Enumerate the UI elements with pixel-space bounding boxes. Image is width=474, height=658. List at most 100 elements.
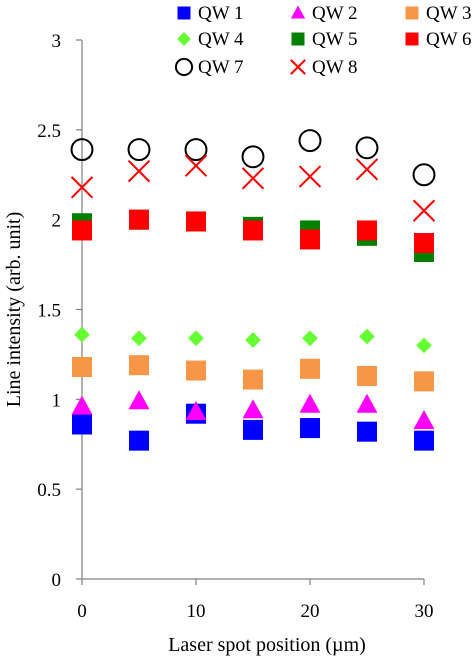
data-point: [185, 400, 207, 420]
data-point: [72, 414, 92, 435]
legend-marker: [174, 57, 194, 77]
tick-marks: [76, 39, 425, 585]
y-tick-label: 1: [52, 390, 62, 411]
legend-label: QW 5: [312, 29, 358, 50]
y-tick-label: 2: [52, 211, 62, 232]
data-point: [186, 360, 206, 381]
data-point: [243, 369, 263, 390]
x-marker-stroke: [412, 199, 436, 222]
x-axis-title: Laser spot position (µm): [168, 634, 366, 656]
data-point: [357, 421, 377, 442]
legend-item: QW 7: [174, 57, 244, 78]
legend-marker: [290, 59, 306, 75]
data-point: [416, 337, 432, 354]
legend-item: QW 6: [405, 29, 472, 50]
series-qw-4: [74, 326, 432, 354]
data-point: [188, 330, 204, 347]
legend-marker: [405, 32, 419, 46]
legend-label: QW 3: [426, 3, 472, 24]
data-point: [357, 220, 377, 241]
data-point: [70, 176, 94, 199]
data-point: [355, 136, 379, 160]
legend-item: QW 3: [405, 3, 472, 24]
legend-marker: [290, 5, 306, 19]
data-point: [186, 211, 206, 232]
legend: QW 1 QW 2 QW 3 QW 4 QW 5 QW 6 QW 7 QW 8: [174, 3, 472, 78]
data-points: [70, 129, 436, 451]
series-qw-3: [72, 355, 434, 392]
data-point: [70, 138, 94, 162]
data-point: [127, 138, 151, 162]
legend-marker: [291, 32, 305, 46]
y-tick-label: 3: [52, 31, 62, 52]
data-point: [355, 158, 379, 181]
legend-label: QW 8: [312, 57, 358, 78]
legend-label: QW 1: [198, 3, 244, 24]
data-point: [299, 393, 321, 413]
data-point: [414, 371, 434, 392]
legend-item: QW 1: [177, 3, 244, 24]
legend-label: QW 2: [312, 3, 358, 24]
data-point: [414, 233, 434, 254]
x-marker-stroke: [184, 154, 208, 177]
legend-marker: [177, 32, 191, 46]
data-point: [298, 165, 322, 188]
series-qw-6: [72, 209, 434, 254]
x-marker-stroke: [127, 159, 151, 183]
x-marker-stroke: [298, 165, 322, 188]
data-point: [245, 332, 261, 348]
series-qw-8: [70, 154, 436, 222]
data-point: [129, 355, 149, 376]
data-point: [241, 167, 265, 190]
series-qw-2: [71, 390, 435, 429]
data-point: [357, 365, 377, 386]
x-marker-stroke: [355, 158, 379, 181]
data-point: [414, 430, 434, 451]
data-point: [243, 220, 263, 241]
x-tick-label: 20: [301, 601, 320, 622]
y-tick-label: 1.5: [37, 301, 61, 322]
data-point: [72, 356, 92, 377]
data-point: [127, 159, 151, 183]
legend-marker: [405, 6, 419, 20]
data-point: [413, 409, 435, 429]
legend-item: QW 8: [290, 57, 358, 78]
data-point: [184, 154, 208, 177]
y-axis-title: Line intensity (arb. unit): [3, 212, 25, 408]
data-point: [129, 209, 149, 230]
legend-label: QW 6: [426, 29, 472, 50]
data-point: [412, 163, 436, 187]
data-point: [71, 395, 93, 415]
y-tick-label: 2.5: [37, 121, 61, 142]
x-tick-labels: 0 10 20 30: [77, 601, 433, 622]
y-tick-label: 0: [52, 570, 62, 591]
legend-item: QW 2: [290, 3, 358, 24]
data-point: [300, 418, 320, 439]
y-tick-label: 0.5: [37, 480, 61, 501]
data-point: [359, 328, 375, 345]
data-point: [302, 330, 318, 347]
data-point: [72, 220, 92, 241]
data-point: [356, 393, 378, 413]
data-point: [131, 330, 147, 347]
axes: [81, 40, 424, 580]
legend-label: QW 4: [198, 29, 244, 50]
legend-item: QW 4: [177, 29, 244, 50]
data-point: [243, 419, 263, 440]
data-point: [242, 399, 264, 419]
data-point: [298, 129, 322, 153]
data-point: [241, 145, 265, 169]
legend-item: QW 5: [291, 29, 358, 50]
x-tick-label: 30: [415, 601, 434, 622]
data-point: [300, 229, 320, 250]
data-point: [74, 326, 90, 343]
legend-label: QW 7: [198, 57, 244, 78]
x-tick-label: 10: [187, 601, 206, 622]
data-point: [184, 138, 208, 162]
data-point: [128, 390, 150, 410]
series-qw-7: [70, 129, 436, 187]
x-marker-stroke: [290, 59, 306, 75]
x-tick-label: 0: [77, 601, 87, 622]
legend-marker: [177, 6, 191, 20]
x-marker-stroke: [241, 167, 265, 190]
